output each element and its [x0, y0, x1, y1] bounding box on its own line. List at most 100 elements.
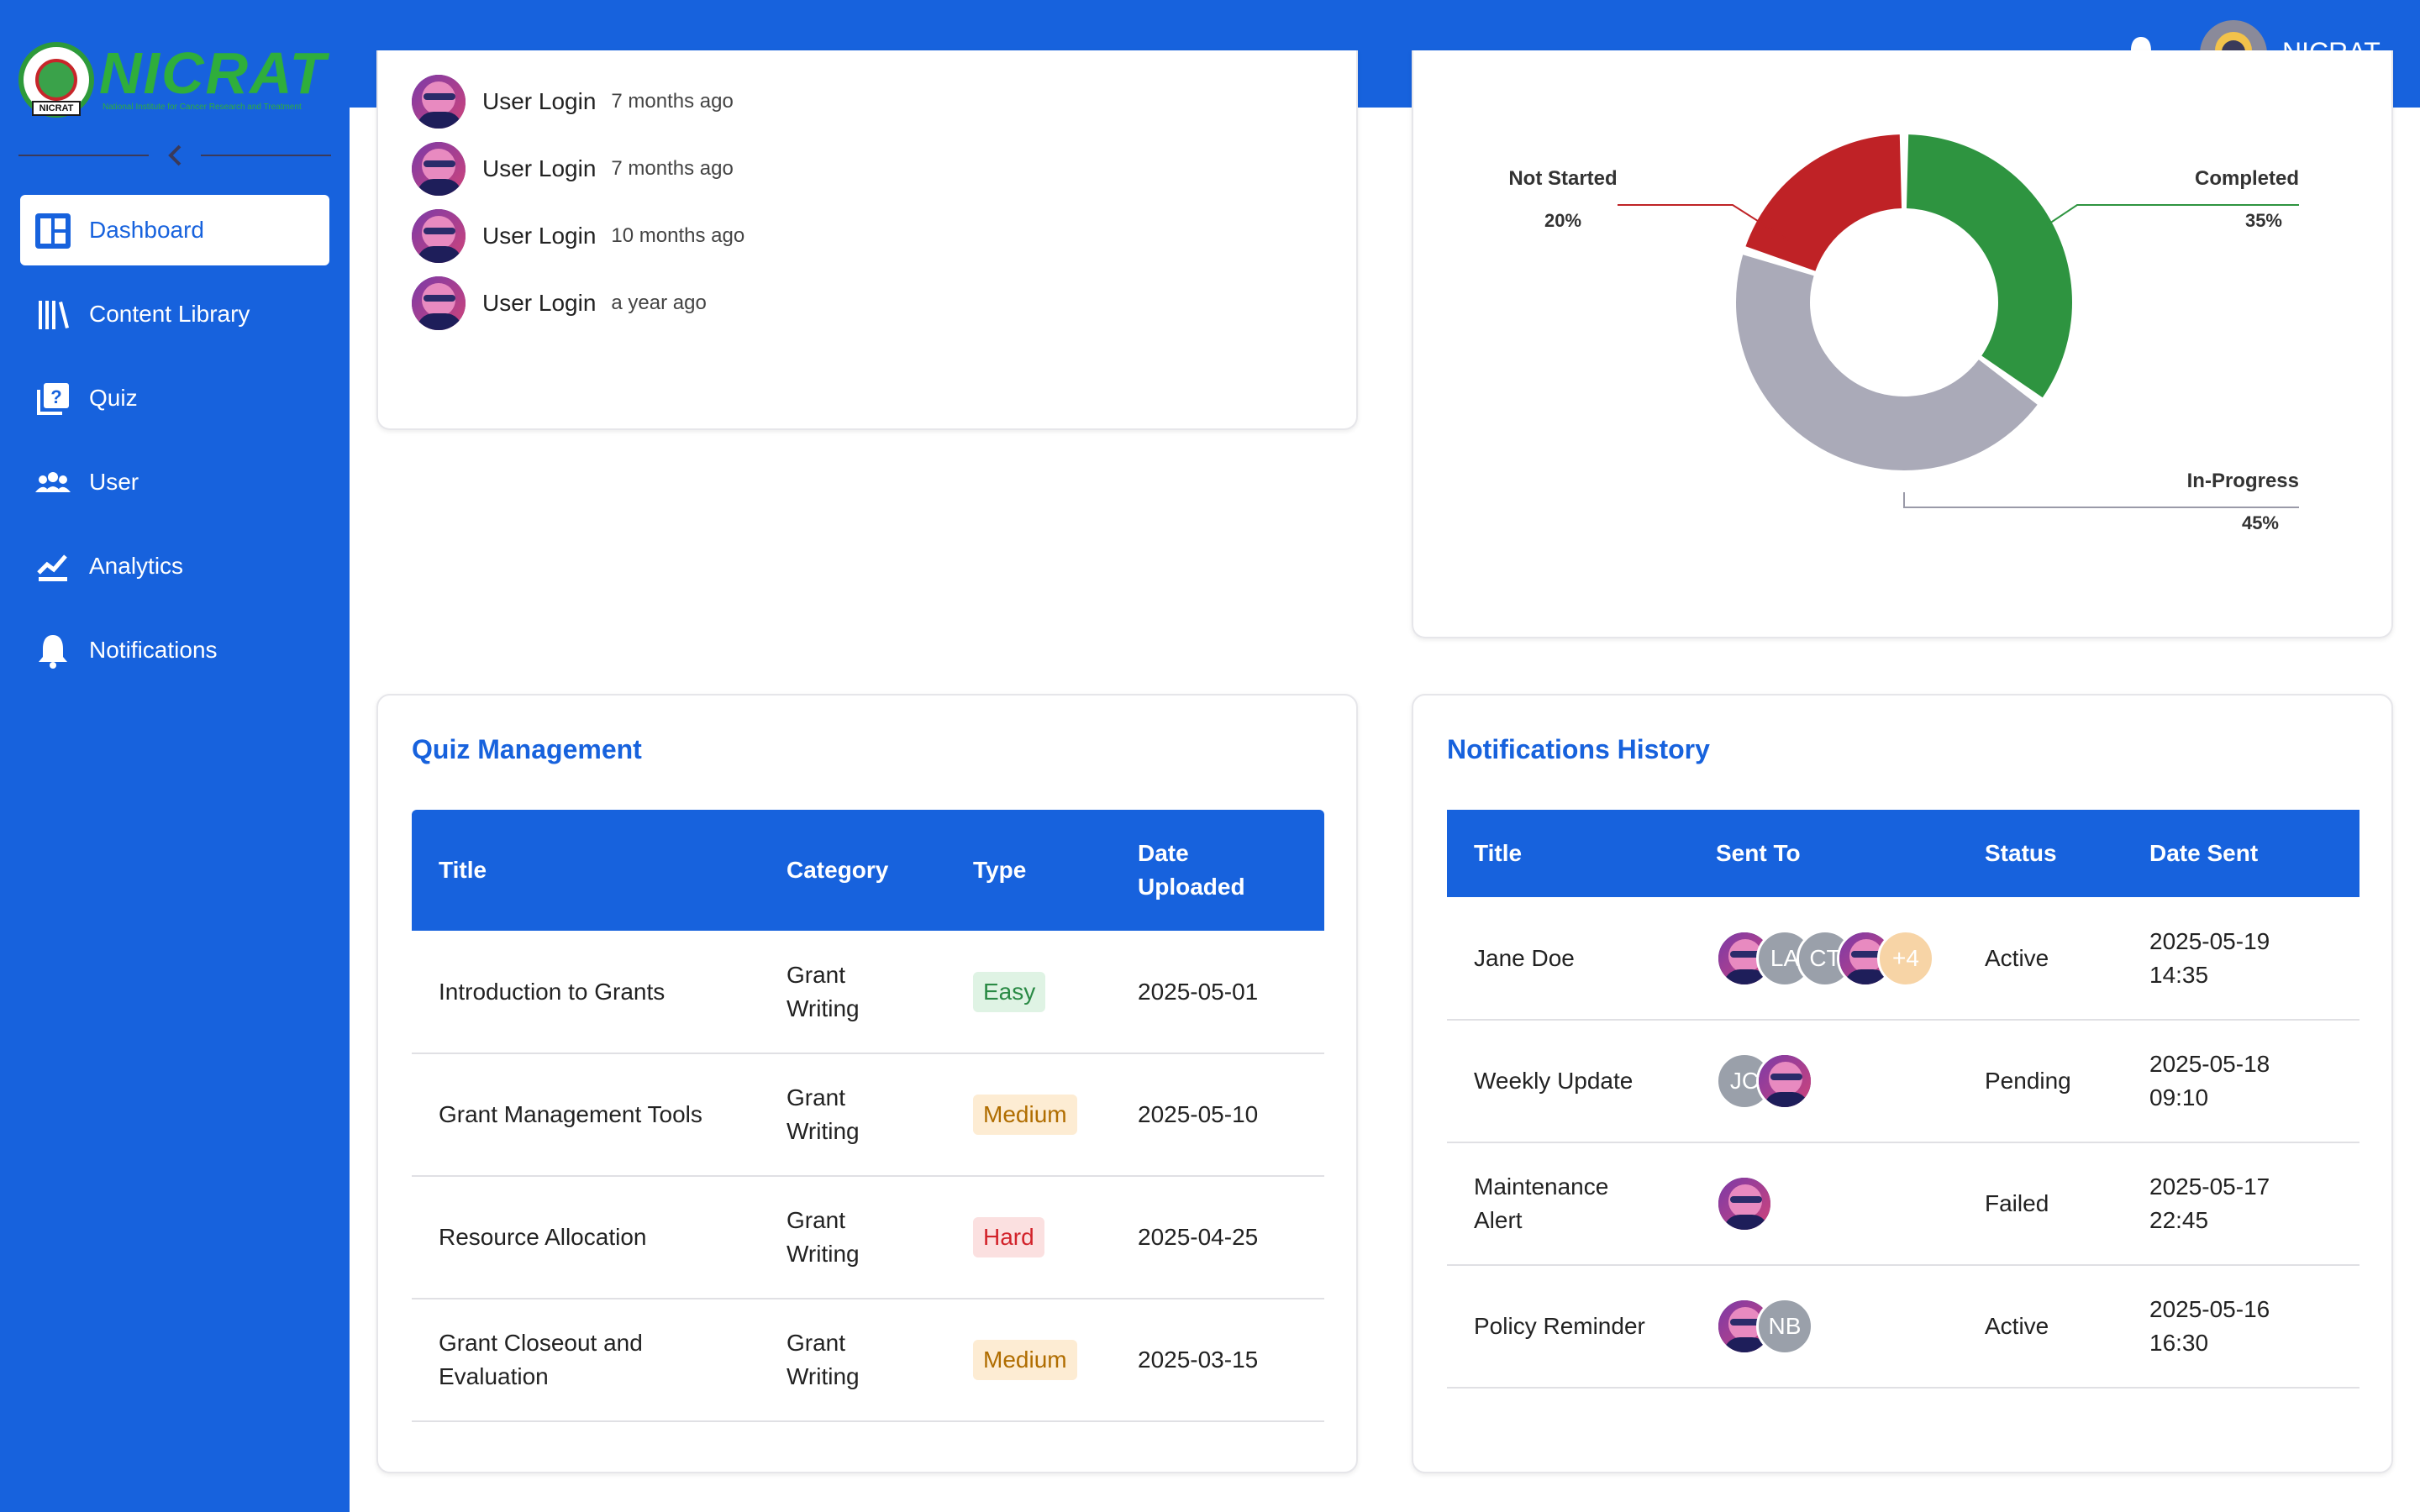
activity-time: 10 months ago [611, 224, 745, 247]
more-count: +4 [1892, 944, 1919, 971]
column-header-text: Date Uploaded [1138, 840, 1245, 900]
avatar[interactable]: NB [1756, 1298, 1813, 1355]
quiz-type-cell: Easy [946, 931, 1111, 1054]
avatar[interactable] [1756, 1053, 1813, 1110]
date-sent-cell: 2025-05-18 09:10 [2123, 1020, 2360, 1143]
column-header[interactable]: Category [760, 810, 946, 931]
table-row[interactable]: Grant Closeout and Evaluation Grant Writ… [412, 1299, 1324, 1422]
completed-label: Completed [2195, 167, 2299, 190]
recipient-avatars [1716, 1175, 1918, 1232]
not-started-percent: 20% [1544, 210, 1581, 231]
date-sent-cell: 2025-05-17 22:45 [2123, 1142, 2360, 1266]
table-row[interactable]: Weekly Update JC Pending 2025-05-18 09:1… [1447, 1020, 2360, 1143]
table-header-row: Title Category Type Date Uploaded [412, 810, 1324, 931]
avatar[interactable] [1716, 1175, 1773, 1232]
library-icon [39, 301, 69, 329]
quiz-management-card: Quiz Management Title Category Type Date… [376, 694, 1358, 1473]
recipients-cell: LA CT +4 [1689, 897, 1958, 1021]
section-title: Quiz Management [412, 734, 642, 764]
avatar [412, 209, 466, 263]
activity-time: a year ago [611, 291, 707, 314]
logo-subtitle: National Institute for Cancer Research a… [103, 102, 302, 112]
sidebar-item-notifications[interactable]: Notifications [20, 615, 329, 685]
list-item: User Login a year ago [412, 276, 707, 331]
quiz-date-cell: 2025-04-25 [1111, 1176, 1324, 1299]
column-header[interactable]: Status [1958, 810, 2123, 897]
notification-title-cell: Maintenance Alert [1447, 1142, 1689, 1266]
category-text: Grant Writing [786, 1084, 860, 1144]
dashboard-icon [35, 213, 71, 249]
logo-text: NICRAT [99, 40, 328, 106]
recipients-cell: NB [1689, 1265, 1958, 1389]
list-item: User Login 7 months ago [412, 141, 734, 197]
quiz-category-cell: Grant Writing [760, 1053, 946, 1177]
quiz-title-cell: Resource Allocation [412, 1176, 760, 1299]
collapse-sidebar-button[interactable] [163, 143, 188, 168]
avatar [412, 142, 466, 196]
avatar-initials: JC [1729, 1068, 1760, 1094]
table-row[interactable]: Introduction to Grants Grant Writing Eas… [412, 931, 1324, 1054]
avatar [412, 75, 466, 129]
activity-title: User Login [482, 155, 597, 181]
quiz-title-cell: Grant Management Tools [412, 1053, 760, 1177]
sidebar-item-quiz[interactable]: ? Quiz [20, 363, 329, 433]
donut-slice-in-progress[interactable] [1736, 255, 2038, 470]
progress-chart-card: Not Started 20% Completed 35% In-Progres… [1412, 50, 2393, 638]
more-recipients-badge[interactable]: +4 [1877, 929, 1934, 987]
difficulty-badge: Hard [973, 1217, 1044, 1257]
sidebar-item-user[interactable]: User [20, 447, 329, 517]
column-header[interactable]: Type [946, 810, 1111, 931]
quiz-category-cell: Grant Writing [760, 1176, 946, 1299]
table-row[interactable]: Grant Management Tools Grant Writing Med… [412, 1053, 1324, 1177]
column-header[interactable]: Title [412, 810, 760, 931]
table-row[interactable]: Resource Allocation Grant Writing Hard 2… [412, 1176, 1324, 1299]
list-item: User Login 7 months ago [412, 74, 734, 129]
activity-title: User Login [482, 223, 597, 249]
donut-slice-completed[interactable] [1906, 134, 2072, 398]
quiz-date-cell: 2025-03-15 [1111, 1299, 1324, 1422]
divider [18, 155, 149, 156]
notification-title-cell: Weekly Update [1447, 1020, 1689, 1143]
notifications-history-card: Notifications History Title Sent To Stat… [1412, 694, 2393, 1473]
table-row[interactable]: Maintenance Alert Failed 2025-05-17 22:4… [1447, 1142, 2360, 1266]
quiz-title-text: Grant Closeout and Evaluation [439, 1330, 643, 1389]
column-header[interactable]: Sent To [1689, 810, 1958, 897]
activity-time: 7 months ago [611, 90, 734, 113]
date-sent-cell: 2025-05-16 16:30 [2123, 1265, 2360, 1389]
activity-time: 7 months ago [611, 157, 734, 180]
recipients-cell: JC [1689, 1020, 1958, 1143]
nicrat-logo[interactable]: NICRAT NICRAT National Institute for Can… [18, 40, 331, 121]
table-row[interactable]: Policy Reminder NB Active 2025-05-16 16:… [1447, 1265, 2360, 1389]
sidebar-item-label: Content Library [89, 301, 250, 327]
sidebar-item-analytics[interactable]: Analytics [20, 531, 329, 601]
quiz-type-cell: Medium [946, 1053, 1111, 1177]
status-cell: Failed [1958, 1142, 2123, 1266]
quiz-title-cell: Grant Closeout and Evaluation [412, 1299, 760, 1422]
list-item: User Login 10 months ago [412, 208, 744, 264]
column-header[interactable]: Title [1447, 810, 1689, 897]
column-header[interactable]: Date Uploaded [1111, 810, 1324, 931]
sidebar-item-label: Dashboard [89, 217, 204, 243]
date-sent-cell: 2025-05-19 14:35 [2123, 897, 2360, 1021]
sidebar-item-content-library[interactable]: Content Library [20, 279, 329, 349]
difficulty-badge: Easy [973, 971, 1046, 1012]
column-header[interactable]: Date Sent [2123, 810, 2360, 897]
chevron-left-icon [168, 144, 182, 166]
category-text: Grant Writing [786, 1330, 860, 1389]
table-header-row: Title Sent To Status Date Sent [1447, 810, 2360, 897]
quiz-type-cell: Hard [946, 1176, 1111, 1299]
sidebar-item-label: Quiz [89, 385, 138, 411]
status-cell: Active [1958, 1265, 2123, 1389]
sidebar-item-dashboard[interactable]: Dashboard [20, 195, 329, 265]
bell-icon [39, 635, 67, 669]
completed-leader-line [2046, 204, 2299, 226]
quiz-table: Title Category Type Date Uploaded Introd… [412, 810, 1324, 1422]
not-started-leader-line [1618, 204, 1789, 241]
donut-slice-not-started[interactable] [1745, 134, 1902, 271]
sidebar-nav: Dashboard Content Library ? Quiz [20, 195, 329, 699]
recent-activity-card: User Login 7 months ago User Login 7 mon… [376, 50, 1358, 430]
table-row[interactable]: Jane Doe LA CT +4 Active 2025-05-19 14:3… [1447, 897, 2360, 1021]
category-text: Grant Writing [786, 1207, 860, 1267]
date-sent-text: 2025-05-16 16:30 [2149, 1296, 2270, 1356]
notifications-table: Title Sent To Status Date Sent Jane Doe … [1447, 810, 2360, 1389]
